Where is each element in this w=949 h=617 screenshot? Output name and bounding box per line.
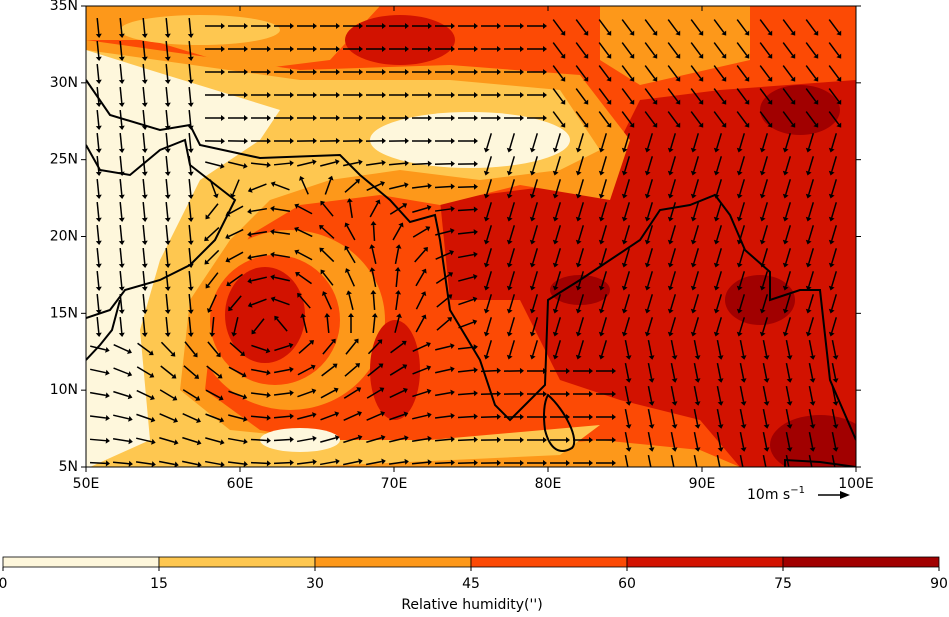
wind-arrow	[90, 463, 106, 464]
colorbar-tick-label: 30	[306, 576, 324, 592]
wind-arrow	[481, 371, 497, 372]
wind-arrow	[435, 186, 451, 187]
wind-arrow	[481, 394, 497, 395]
quiver-key-text: 10m s	[747, 487, 790, 503]
colorbar-segment	[159, 557, 315, 567]
humidity-field	[86, 6, 870, 475]
colorbar-tick-label: 45	[462, 576, 480, 592]
wind-arrow	[251, 439, 267, 440]
y-tick-label: 15N	[50, 305, 78, 321]
wind-arrow	[458, 416, 474, 417]
quiver-key-arrow	[818, 491, 850, 499]
colorbar-label: Relative humidity('')	[401, 597, 542, 613]
wind-arrow-head	[810, 470, 816, 475]
x-tick-label: 100E	[838, 476, 874, 492]
colorbar-tick-label: 90	[930, 576, 948, 592]
wind-arrow-head	[695, 470, 701, 475]
y-tick-label: 35N	[50, 0, 78, 14]
colorbar-segment	[315, 557, 471, 567]
colorbar-tick-label: 0	[0, 576, 7, 592]
wind-arrow	[251, 463, 267, 464]
wind-arrow-head	[626, 470, 632, 475]
wind-arrow	[435, 463, 451, 464]
x-tick-label: 70E	[381, 476, 408, 492]
colorbar-tick-label: 75	[774, 576, 792, 592]
wind-arrow-head	[787, 470, 793, 475]
x-tick-label: 60E	[227, 476, 254, 492]
y-tick-label: 30N	[50, 75, 78, 91]
wind-arrow-head	[833, 470, 839, 475]
wind-arrow-head	[718, 470, 724, 475]
x-tick-label: 80E	[535, 476, 562, 492]
x-tick-label: 90E	[689, 476, 716, 492]
wind-arrow-head	[672, 470, 678, 475]
wind-arrow	[458, 440, 474, 441]
colorbar-segment	[627, 557, 783, 567]
humidity-region	[370, 112, 570, 168]
wind-arrow-head	[649, 470, 655, 475]
y-tick-label: 25N	[50, 152, 78, 168]
wind-arrow-head	[741, 470, 747, 475]
colorbar-segment	[783, 557, 939, 567]
y-tick-label: 5N	[59, 459, 78, 475]
wind-arrow	[412, 164, 428, 165]
humidity-region	[370, 320, 420, 420]
humidity-region	[345, 15, 455, 65]
colorbar-tick-label: 15	[150, 576, 168, 592]
wind-arrow	[458, 210, 474, 211]
colorbar-segment	[3, 557, 159, 567]
y-tick-label: 20N	[50, 229, 78, 245]
y-tick-label: 10N	[50, 382, 78, 398]
wind-arrow	[274, 463, 290, 464]
wind-arrow	[373, 225, 374, 241]
quiver-key-exponent: −1	[790, 485, 805, 496]
colorbar-tick-label: 60	[618, 576, 636, 592]
wind-arrow	[274, 439, 290, 440]
humidity-region	[725, 275, 795, 325]
x-tick-label: 50E	[73, 476, 100, 492]
colorbar-segment	[471, 557, 627, 567]
quiver-key-label: 10m s−1	[747, 485, 805, 503]
wind-arrow-head	[764, 470, 770, 475]
